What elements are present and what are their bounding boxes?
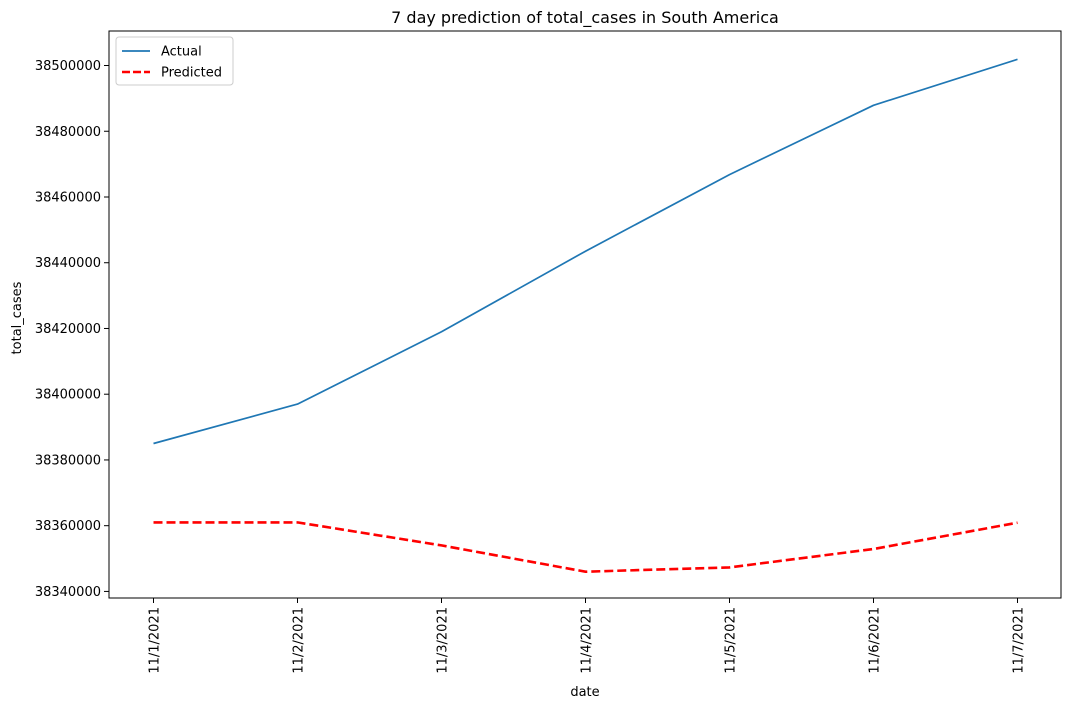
x-tick-label: 11/5/2021 [724, 607, 739, 674]
legend-label-predicted: Predicted [161, 66, 222, 81]
x-tick-label: 11/2/2021 [292, 607, 307, 674]
legend: Actual Predicted [115, 36, 234, 86]
chart-title: 7 day prediction of total_cases in South… [391, 8, 779, 28]
y-tick-label: 38480000 [35, 125, 101, 140]
legend-label-actual: Actual [161, 45, 202, 60]
axes: 38340000 38360000 38380000 38400000 38420000… [35, 30, 1062, 674]
x-tick-label: 11/6/2021 [868, 607, 883, 674]
series-line-predicted [153, 521, 1018, 574]
y-tick-label: 38420000 [35, 322, 101, 337]
x-tick-label: 11/4/2021 [580, 607, 595, 674]
x-axis-title: date [570, 685, 599, 700]
y-tick-label: 38400000 [35, 388, 101, 403]
x-tick-label: 11/7/2021 [1012, 607, 1027, 674]
series-line-actual [153, 58, 1018, 445]
y-axis-title: total_cases [10, 281, 25, 354]
y-tick-label: 38460000 [35, 190, 101, 205]
y-tick-label: 38340000 [35, 585, 101, 600]
y-tick-label: 38360000 [35, 519, 101, 534]
plot-area [153, 58, 1018, 574]
x-tick-label: 11/3/2021 [436, 607, 451, 674]
y-tick-label: 38380000 [35, 453, 101, 468]
y-tick-label: 38440000 [35, 256, 101, 271]
x-tick-label: 11/1/2021 [148, 607, 163, 674]
y-tick-label: 38500000 [35, 59, 101, 74]
